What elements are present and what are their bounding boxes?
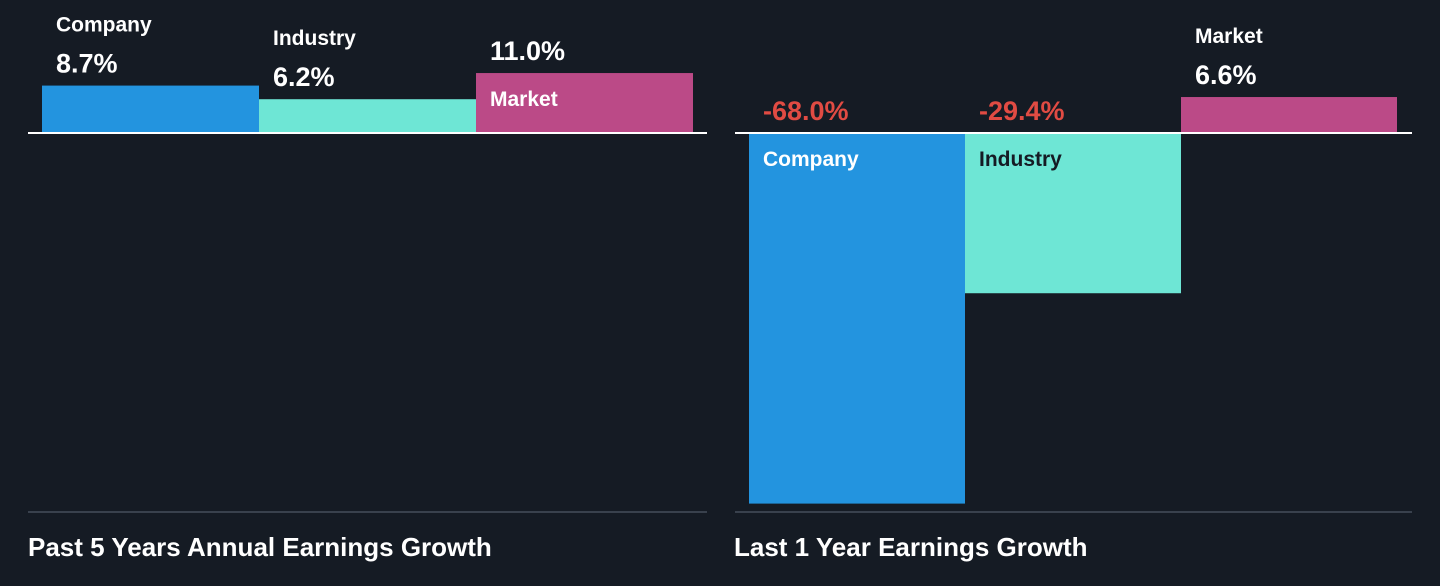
chart-title-last-1-year: Last 1 Year Earnings Growth (734, 532, 1088, 562)
bar-industry (259, 99, 476, 133)
bar-market (476, 73, 693, 133)
value-label-market: 11.0% (490, 36, 565, 66)
value-label-company: 8.7% (56, 49, 118, 79)
value-label-industry: 6.2% (273, 62, 335, 92)
bar-industry (965, 133, 1181, 294)
chart-last-1-year: Company -68.0% Industry -29.4% Market 6.6% (735, 25, 1412, 504)
bar-company (749, 133, 965, 504)
category-label-market: Market (1195, 25, 1263, 48)
chart-past-5-years: Company 8.7% Industry 6.2% Market 11.0% (28, 14, 707, 134)
chart-title-past-5-years: Past 5 Years Annual Earnings Growth (28, 532, 492, 562)
value-label-industry: -29.4% (979, 96, 1065, 126)
category-label-market: Market (490, 88, 558, 111)
value-label-market: 6.6% (1195, 60, 1257, 90)
category-label-company: Company (56, 14, 152, 37)
category-label-company: Company (763, 148, 859, 171)
value-label-company: -68.0% (763, 96, 849, 126)
bar-market (1181, 97, 1397, 133)
bar-company (42, 85, 259, 133)
category-label-industry: Industry (979, 148, 1062, 171)
category-label-industry: Industry (273, 27, 356, 50)
